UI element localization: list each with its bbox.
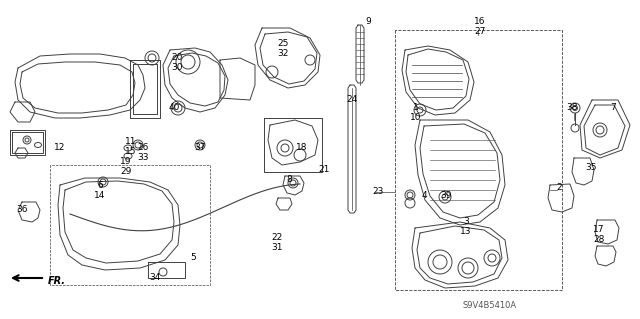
Text: 29: 29 (120, 167, 132, 176)
Text: 7: 7 (610, 102, 616, 112)
Text: 17: 17 (593, 226, 605, 234)
Text: 15: 15 (125, 147, 137, 157)
Text: 40: 40 (168, 103, 180, 113)
Text: 16: 16 (474, 18, 486, 26)
Text: 21: 21 (318, 166, 330, 174)
Text: 25: 25 (277, 39, 289, 48)
Text: 8: 8 (286, 174, 292, 183)
Text: 37: 37 (195, 144, 205, 152)
Text: 22: 22 (271, 233, 283, 241)
Text: 6: 6 (97, 182, 103, 190)
Text: 13: 13 (460, 227, 472, 236)
Text: 10: 10 (410, 114, 422, 122)
Text: 26: 26 (138, 144, 148, 152)
Text: 33: 33 (137, 153, 148, 162)
Text: 4: 4 (421, 191, 427, 201)
Text: 35: 35 (585, 164, 596, 173)
Text: 14: 14 (94, 191, 106, 201)
Text: 23: 23 (372, 188, 384, 197)
Text: 30: 30 (172, 63, 183, 71)
Text: 28: 28 (593, 235, 605, 244)
Text: 12: 12 (54, 144, 66, 152)
Text: 9: 9 (365, 18, 371, 26)
Text: S9V4B5410A: S9V4B5410A (463, 300, 517, 309)
Text: 18: 18 (296, 143, 308, 152)
Text: 34: 34 (149, 272, 161, 281)
Text: 20: 20 (172, 53, 182, 62)
Text: 1: 1 (413, 103, 419, 113)
Text: 24: 24 (346, 95, 358, 105)
Text: 19: 19 (120, 158, 132, 167)
Text: 32: 32 (277, 48, 289, 57)
Text: 31: 31 (271, 242, 283, 251)
Text: FR.: FR. (48, 276, 66, 286)
Text: 2: 2 (556, 183, 562, 192)
Text: 11: 11 (125, 137, 137, 145)
Text: 27: 27 (474, 27, 486, 36)
Text: 38: 38 (566, 102, 578, 112)
Text: 3: 3 (463, 217, 469, 226)
Text: 36: 36 (16, 204, 28, 213)
Text: 39: 39 (440, 191, 452, 201)
Text: 5: 5 (190, 254, 196, 263)
